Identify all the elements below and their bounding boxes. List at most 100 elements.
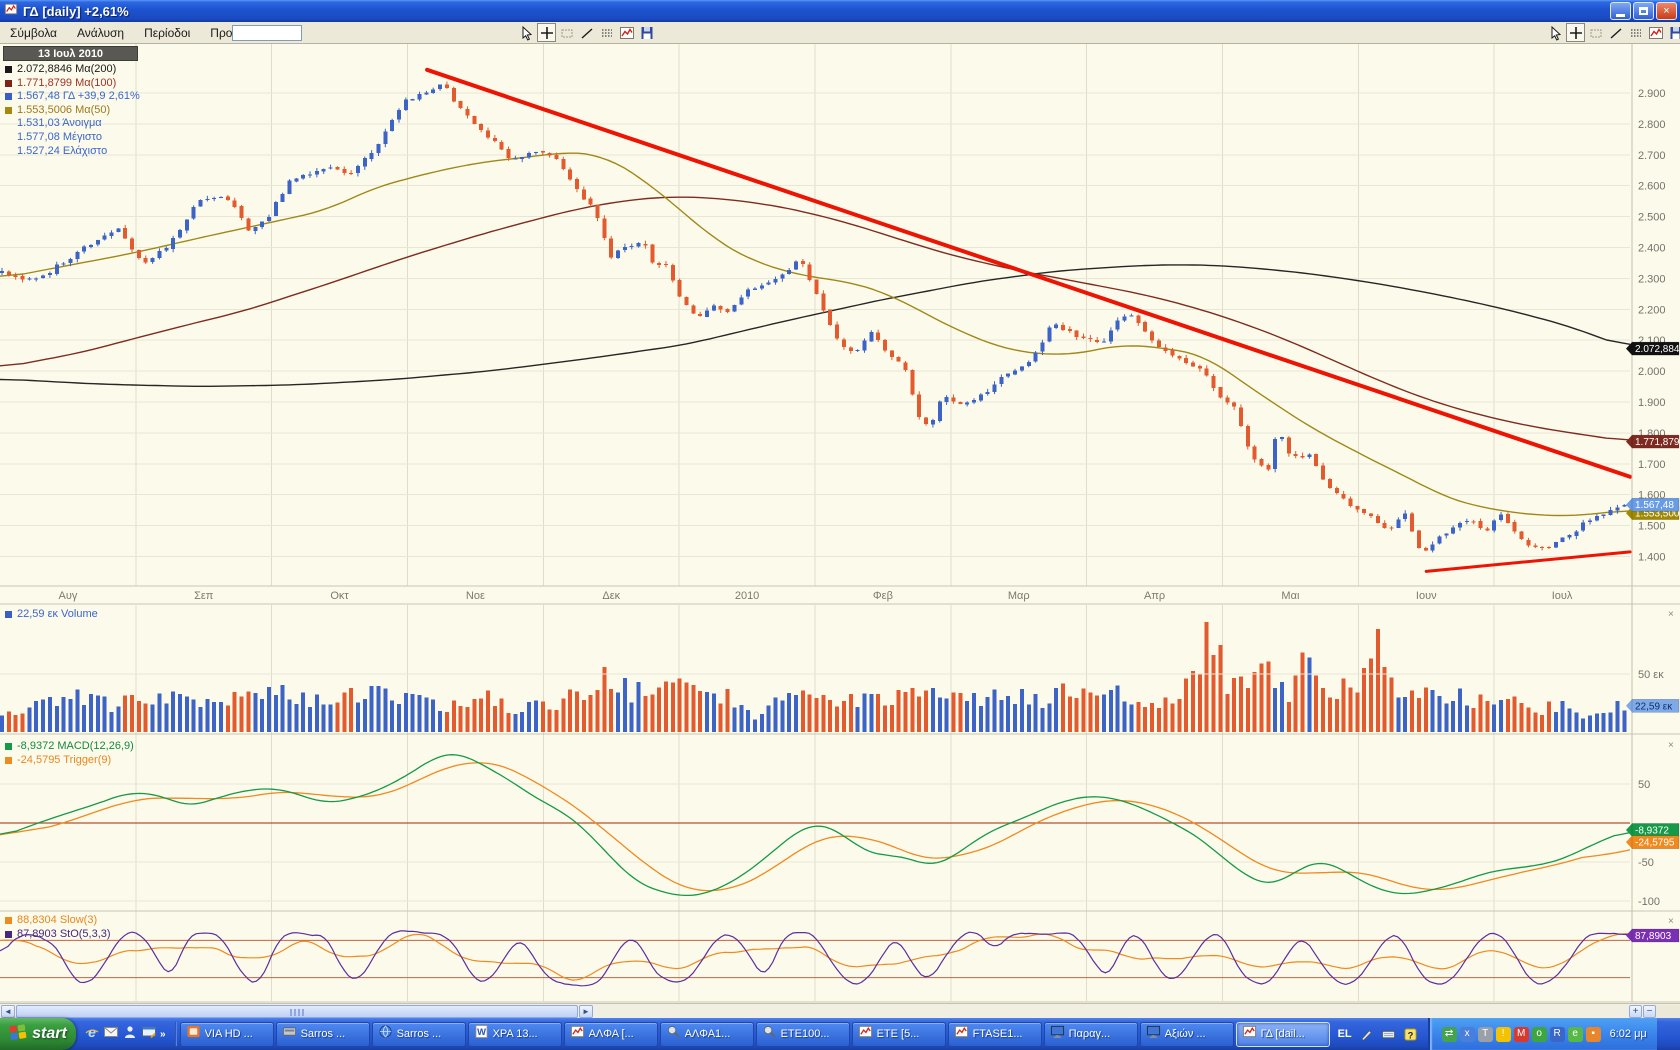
price-tick-label: 1.900 xyxy=(1638,397,1666,409)
phone-tray-icon[interactable]: T xyxy=(1477,1026,1493,1042)
taskbar-button-8[interactable]: FTASE1... xyxy=(947,1021,1042,1047)
taskbar-button-9[interactable]: Παραγ... xyxy=(1043,1021,1138,1047)
price-tick-label: 2.400 xyxy=(1638,243,1666,255)
trigger-tag: -24,5795 xyxy=(1626,835,1680,849)
svg-text:22,59 εκ: 22,59 εκ xyxy=(1635,701,1673,712)
floppy-tool-icon[interactable] xyxy=(637,23,656,42)
x-axis-label: Φεβ xyxy=(873,590,893,602)
app-chart-icon xyxy=(4,2,18,21)
volume-legend-row: 22,59 εκ Volume xyxy=(5,608,98,622)
quick-launch-chevron-icon[interactable]: » xyxy=(160,1028,166,1040)
plus-tool-icon[interactable] xyxy=(537,23,556,42)
volume-tick-label: 50 εκ xyxy=(1638,669,1664,681)
security-shield-tray-icon[interactable]: ! xyxy=(1495,1026,1511,1042)
trendline-1[interactable] xyxy=(425,67,1632,479)
antivirus-tray-icon[interactable]: o xyxy=(1531,1026,1547,1042)
svg-text:e: e xyxy=(88,1024,96,1040)
rectsel-tool-icon[interactable] xyxy=(557,23,576,42)
mail-notifier-tray-icon[interactable]: M xyxy=(1513,1026,1529,1042)
toolbar-center xyxy=(517,23,656,42)
zoom-out-button[interactable]: − xyxy=(1643,1005,1656,1018)
internet-explorer-icon[interactable]: e xyxy=(84,1024,100,1045)
scrollbar-thumb[interactable] xyxy=(16,1005,578,1018)
svg-text:-24,5795: -24,5795 xyxy=(1635,838,1675,849)
language-pen-icon[interactable] xyxy=(1359,1027,1374,1042)
scroll-left-button[interactable]: ◄ xyxy=(1,1005,15,1018)
trigger-line xyxy=(0,762,1631,892)
chart-tool-icon[interactable] xyxy=(1646,23,1665,42)
audio-tray-icon[interactable]: ▪ xyxy=(1585,1026,1601,1042)
mail-icon[interactable] xyxy=(103,1024,119,1045)
plus-tool-icon[interactable] xyxy=(1566,23,1585,42)
taskbar-button-3[interactable]: W ΧΡΑ 13... xyxy=(467,1021,562,1047)
svg-text:W: W xyxy=(477,1027,486,1037)
taskbar-button-10[interactable]: Αξιών ... xyxy=(1139,1021,1234,1047)
taskbar-button-7[interactable]: ΕΤΕ [5... xyxy=(851,1021,946,1047)
language-indicator[interactable]: EL xyxy=(1337,1028,1352,1040)
x-axis-label: Απρ xyxy=(1144,590,1165,602)
trendline-2[interactable] xyxy=(1424,550,1632,573)
pane-close-icon[interactable]: × xyxy=(1668,740,1674,751)
word-icon: W xyxy=(474,1024,489,1044)
svg-text:-8,9372: -8,9372 xyxy=(1635,825,1669,836)
pane-close-icon[interactable]: × xyxy=(1668,916,1674,927)
scroll-right-button[interactable]: ► xyxy=(579,1005,593,1018)
adaware-tray-icon[interactable]: e xyxy=(1567,1026,1583,1042)
line-tool-icon[interactable] xyxy=(577,23,596,42)
minimize-button[interactable] xyxy=(1610,2,1631,20)
taskbar-button-4[interactable]: ΑΛΦΑ [... xyxy=(563,1021,658,1047)
menu-periods[interactable]: Περίοδοι xyxy=(144,25,191,40)
taskbar-button-1[interactable]: Sarros ... xyxy=(275,1021,370,1047)
macd-line xyxy=(0,754,1631,897)
x-axis-label: Οκτ xyxy=(330,590,349,602)
toolbar-right xyxy=(1546,23,1680,42)
floppy-tool-icon[interactable] xyxy=(1666,23,1680,42)
taskbar-button-2[interactable]: Sarros ... xyxy=(371,1021,466,1047)
menu-analysis[interactable]: Ανάλυση xyxy=(77,25,125,40)
svg-text:2.072,884: 2.072,884 xyxy=(1635,344,1680,355)
trigger-legend-row: -24,5795 Trigger(9) xyxy=(5,754,134,768)
macd-tick-label: -50 xyxy=(1638,857,1654,869)
taskbar-button-5[interactable]: ΑΛΦΑ1... xyxy=(659,1021,754,1047)
x-axis-label: Αυγ xyxy=(58,590,77,602)
messenger-tray-icon[interactable]: x xyxy=(1459,1026,1475,1042)
show-desktop-icon[interactable] xyxy=(141,1024,157,1045)
rectsel-tool-icon[interactable] xyxy=(1586,23,1605,42)
messenger-icon[interactable] xyxy=(122,1024,138,1045)
windows-flag-icon xyxy=(9,1023,27,1046)
chart-icon xyxy=(858,1024,873,1044)
chart-tool-icon[interactable] xyxy=(617,23,636,42)
svg-text:1.567,48: 1.567,48 xyxy=(1635,500,1674,511)
cursor-tool-icon[interactable] xyxy=(1546,23,1565,42)
scrollbar-corner xyxy=(1656,1005,1680,1019)
stochastic-legend: 88,8304 Slow(3) 87,8903 StO(5,3,3) xyxy=(5,914,111,941)
maximize-button[interactable] xyxy=(1633,2,1654,20)
cursor-tool-icon[interactable] xyxy=(517,23,536,42)
menu-symbols[interactable]: Σύμβολα xyxy=(10,25,57,40)
zoom-in-button[interactable]: + xyxy=(1629,1005,1642,1018)
updater-tray-icon[interactable]: ⇄ xyxy=(1441,1026,1457,1042)
taskbar-button-6[interactable]: ΕΤΕ100... xyxy=(755,1021,850,1047)
start-button[interactable]: start xyxy=(0,1018,76,1050)
taskbar-button-11[interactable]: ΓΔ [dail... xyxy=(1235,1021,1330,1047)
price-tick-label: 2.800 xyxy=(1638,119,1666,131)
symbol-input[interactable] xyxy=(232,25,302,41)
price-tick-label: 2.200 xyxy=(1638,304,1666,316)
price-legend-row-1: 1.771,8799 Μα(100) xyxy=(5,77,140,91)
taskbar-button-0[interactable]: VIA HD ... xyxy=(179,1021,274,1047)
pane-close-icon[interactable]: × xyxy=(1668,609,1674,620)
price-legend-row-0: 2.072,8846 Μα(200) xyxy=(5,63,140,77)
volume-legend: 22,59 εκ Volume xyxy=(5,608,98,622)
realplayer-tray-icon[interactable]: R xyxy=(1549,1026,1565,1042)
stoch-tag: 87,8903 xyxy=(1626,928,1680,943)
svg-text:1.553,500: 1.553,500 xyxy=(1635,509,1680,520)
close-button[interactable]: × xyxy=(1656,2,1677,20)
title-bar: ΓΔ [daily] +2,61% × xyxy=(0,0,1680,22)
keyboard-icon[interactable] xyxy=(1381,1027,1396,1042)
taskbar-clock: 6:02 μμ xyxy=(1609,1028,1647,1040)
globe-icon xyxy=(378,1024,393,1044)
chart-icon xyxy=(1242,1024,1257,1044)
help-icon[interactable]: ? xyxy=(1403,1027,1418,1042)
line-tool-icon[interactable] xyxy=(1606,23,1625,42)
